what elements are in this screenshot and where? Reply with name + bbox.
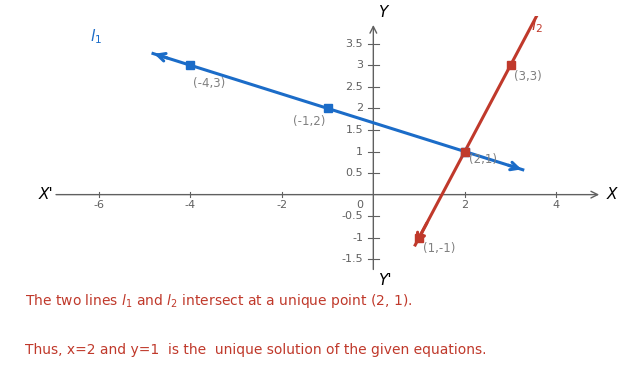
Text: 1.5: 1.5 bbox=[346, 125, 364, 135]
Text: (2,1): (2,1) bbox=[469, 153, 497, 166]
Text: 2.5: 2.5 bbox=[345, 82, 364, 92]
Text: Y: Y bbox=[378, 5, 387, 20]
Text: $l_1$: $l_1$ bbox=[90, 27, 102, 46]
Text: 1: 1 bbox=[357, 147, 364, 156]
Text: 0: 0 bbox=[357, 200, 364, 210]
Text: (3,3): (3,3) bbox=[514, 71, 542, 83]
Text: The two lines $l_1$ and $l_2$ intersect at a unique point (2, 1).: The two lines $l_1$ and $l_2$ intersect … bbox=[25, 292, 413, 310]
Text: -6: -6 bbox=[93, 200, 105, 210]
Text: 4: 4 bbox=[553, 200, 560, 210]
Text: -4: -4 bbox=[185, 200, 196, 210]
Text: -1.5: -1.5 bbox=[341, 254, 364, 264]
Text: -2: -2 bbox=[277, 200, 287, 210]
Text: (-1,2): (-1,2) bbox=[294, 115, 326, 128]
Text: -0.5: -0.5 bbox=[341, 211, 364, 221]
Text: 2: 2 bbox=[356, 103, 364, 113]
Text: 3.5: 3.5 bbox=[346, 39, 364, 49]
Text: $l_2$: $l_2$ bbox=[531, 16, 543, 34]
Text: (-4,3): (-4,3) bbox=[193, 77, 225, 90]
Text: X: X bbox=[607, 187, 617, 202]
Text: Y': Y' bbox=[378, 273, 391, 288]
Text: (1,-1): (1,-1) bbox=[423, 242, 455, 255]
Text: 3: 3 bbox=[357, 60, 364, 70]
Text: 2: 2 bbox=[461, 200, 468, 210]
Text: -1: -1 bbox=[352, 233, 364, 243]
Text: 0.5: 0.5 bbox=[346, 168, 364, 178]
Text: Thus, x=2 and y=1  is the  unique solution of the given equations.: Thus, x=2 and y=1 is the unique solution… bbox=[25, 343, 487, 357]
Text: X': X' bbox=[38, 187, 54, 202]
